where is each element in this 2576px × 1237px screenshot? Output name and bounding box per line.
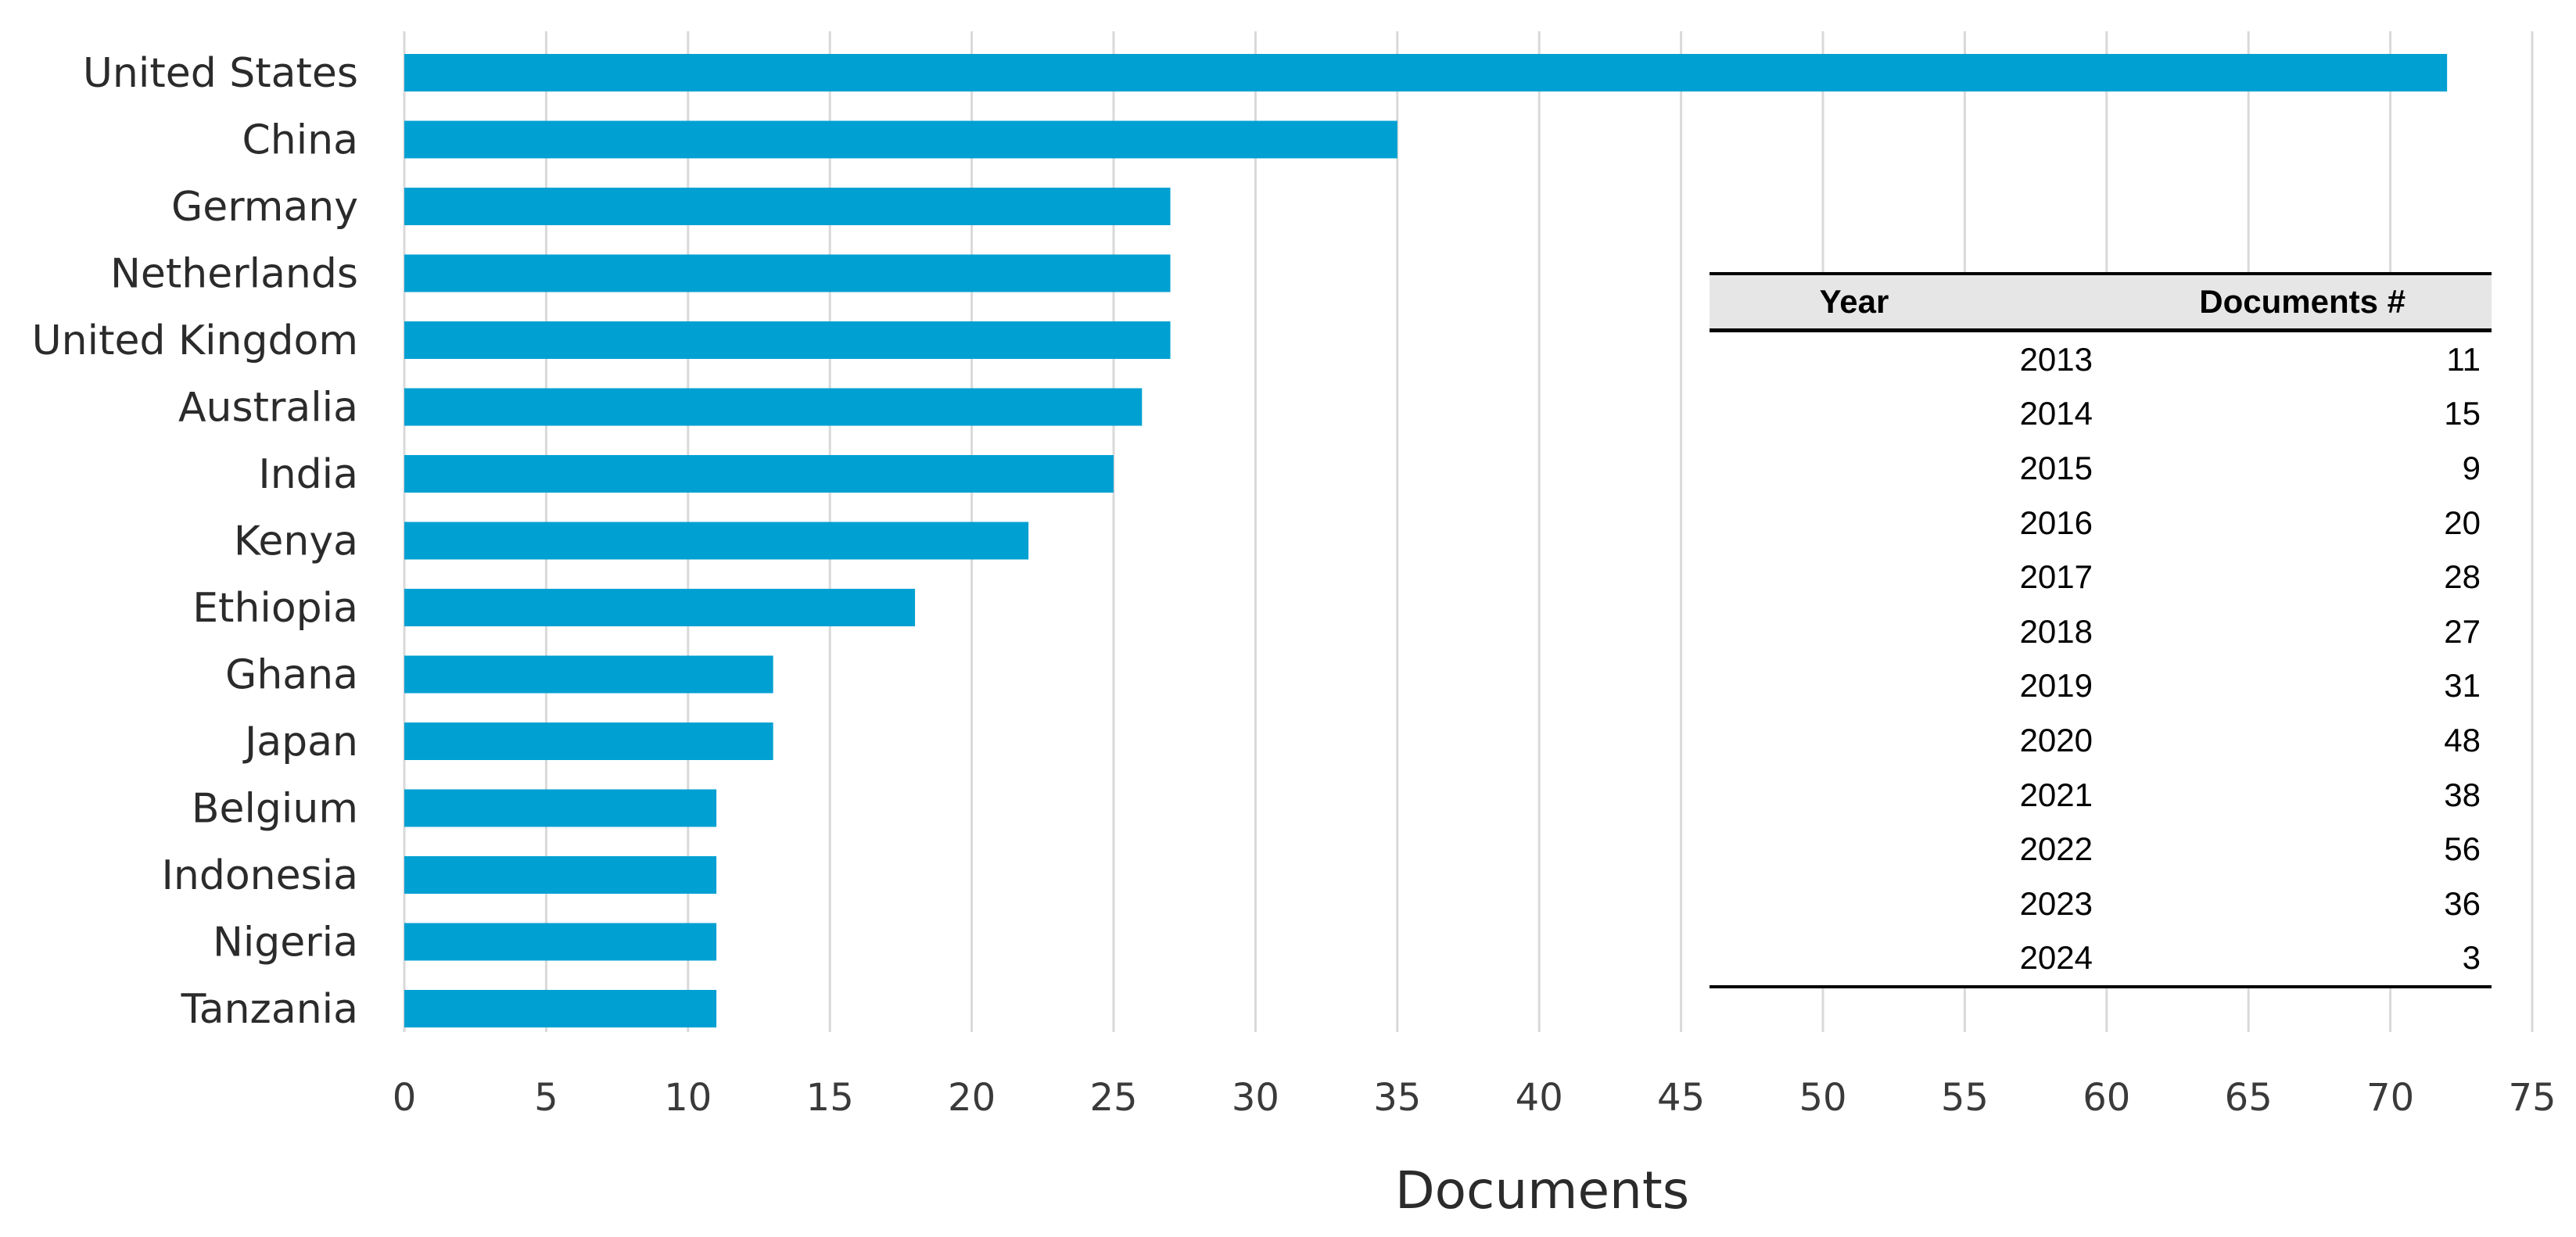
bar-australia: [404, 388, 1143, 426]
bar-united-states: [404, 54, 2448, 91]
table-row: 2023 36: [1710, 877, 2492, 931]
x-tick-label: 70: [2366, 1076, 2414, 1120]
table-cell-year: 2020: [2019, 721, 2093, 758]
category-label: Japan: [242, 719, 358, 766]
table-cell-year: 2016: [2019, 504, 2093, 541]
x-tick-label: 35: [1373, 1076, 1421, 1120]
bar-tanzania: [404, 990, 717, 1027]
bar-china: [404, 120, 1397, 159]
table-row: 2021 38: [1710, 768, 2492, 823]
bar-kenya: [404, 522, 1029, 560]
table-cell-year: 2021: [2019, 776, 2093, 813]
table-row: 2015 9: [1710, 441, 2492, 496]
category-label: Indonesia: [162, 852, 358, 899]
table-cell-documents: 36: [2444, 884, 2481, 922]
category-label: Germany: [171, 184, 358, 231]
x-tick-label: 55: [1941, 1076, 1989, 1120]
table-cell-year: 2014: [2019, 395, 2093, 432]
table-cell-year: 2015: [2019, 449, 2093, 486]
table-cell-year: 2024: [1710, 930, 2101, 989]
table-cell-documents: 48: [2444, 721, 2481, 758]
x-tick-label: 45: [1657, 1076, 1705, 1120]
table-row: 2013 11: [1710, 331, 2492, 387]
table-cell-documents: 20: [2444, 504, 2481, 541]
table-cell-documents: 15: [2444, 395, 2481, 432]
bar-india: [404, 455, 1114, 493]
x-tick-label: 40: [1516, 1076, 1563, 1120]
bar-ethiopia: [404, 589, 916, 626]
x-tick-label: 15: [806, 1076, 854, 1120]
category-label: United Kingdom: [32, 317, 358, 364]
table-row: 2016 20: [1710, 496, 2492, 550]
bar-germany: [404, 188, 1171, 225]
category-label: United States: [83, 50, 358, 97]
category-label: Ethiopia: [192, 585, 358, 632]
bars: [404, 54, 2448, 1027]
table-header-row: Year Documents #: [1710, 272, 2492, 332]
bar-united-kingdom: [404, 321, 1171, 359]
table-cell-year: 2013: [2019, 340, 2093, 378]
bar-japan: [404, 722, 773, 760]
table-row: 2014 15: [1710, 387, 2492, 442]
category-label: Nigeria: [213, 920, 358, 966]
bar-belgium: [404, 789, 717, 827]
x-tick-labels: 0 5 10 15 20 25 30 35 40 45 50 55 60 65 70 75: [393, 1076, 2556, 1120]
x-tick-label: 30: [1232, 1076, 1279, 1120]
category-label: Belgium: [192, 786, 358, 833]
x-tick-label: 60: [2083, 1076, 2130, 1120]
table-row: 2017 28: [1710, 550, 2492, 604]
table-cell-year: 2023: [2019, 884, 2093, 922]
x-tick-label: 10: [664, 1076, 712, 1120]
table-cell-documents: 31: [2444, 667, 2481, 705]
category-label: Netherlands: [110, 251, 358, 298]
table-cell-documents: 56: [2444, 830, 2481, 868]
table-cell-documents: 38: [2444, 776, 2481, 813]
table-cell-year: 2018: [2019, 612, 2093, 650]
table-row: 2019 31: [1710, 659, 2492, 714]
table-cell-documents: 9: [2462, 449, 2481, 486]
x-tick-label: 5: [534, 1076, 558, 1120]
category-label: Australia: [178, 385, 358, 432]
table-row: 2022 56: [1710, 822, 2492, 877]
bar-ghana: [404, 655, 773, 694]
bar-indonesia: [404, 856, 717, 894]
table-cell-documents: 27: [2444, 612, 2481, 650]
table-row: 2024 3: [1710, 930, 2492, 989]
table-header-year: Year: [1710, 272, 2101, 332]
table-header-documents: Documents #: [2101, 272, 2492, 332]
x-tick-label: 0: [393, 1076, 417, 1120]
bar-netherlands: [404, 254, 1171, 292]
x-tick-label: 65: [2225, 1076, 2273, 1120]
table-cell-documents: 28: [2444, 558, 2481, 596]
category-label: Kenya: [234, 518, 358, 565]
x-tick-label: 50: [1799, 1076, 1846, 1120]
table-row: 2020 48: [1710, 713, 2492, 768]
category-label: China: [242, 117, 358, 164]
table-body: 2013 11 2014 15 2015 9 2016 20 2017 28 2018 27 2019 3…: [1710, 331, 2492, 989]
table-cell-year: 2017: [2019, 558, 2093, 596]
table-cell-documents: 3: [2101, 930, 2492, 989]
category-label: Ghana: [225, 652, 358, 699]
table-cell-year: 2022: [2019, 830, 2093, 868]
x-axis-title: Documents: [1395, 1160, 1689, 1221]
table-cell-documents: 11: [2446, 340, 2481, 378]
bar-nigeria: [404, 923, 717, 961]
table-cell-year: 2019: [2019, 667, 2093, 705]
x-tick-label: 75: [2508, 1076, 2556, 1120]
x-tick-label: 20: [948, 1076, 996, 1120]
category-label: India: [258, 451, 358, 498]
documents-per-year-table: Year Documents # 2013 11 2014 15 2015 9 2016 20…: [1710, 272, 2492, 989]
x-tick-label: 25: [1089, 1076, 1137, 1120]
category-labels: United States China Germany Netherlands Unit…: [32, 50, 358, 1033]
table-row: 2018 27: [1710, 604, 2492, 659]
category-label: Tanzania: [181, 986, 358, 1033]
